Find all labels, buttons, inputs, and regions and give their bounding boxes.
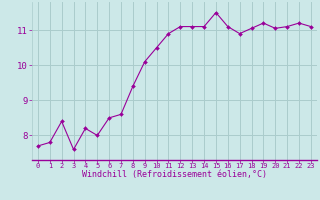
X-axis label: Windchill (Refroidissement éolien,°C): Windchill (Refroidissement éolien,°C)	[82, 170, 267, 179]
